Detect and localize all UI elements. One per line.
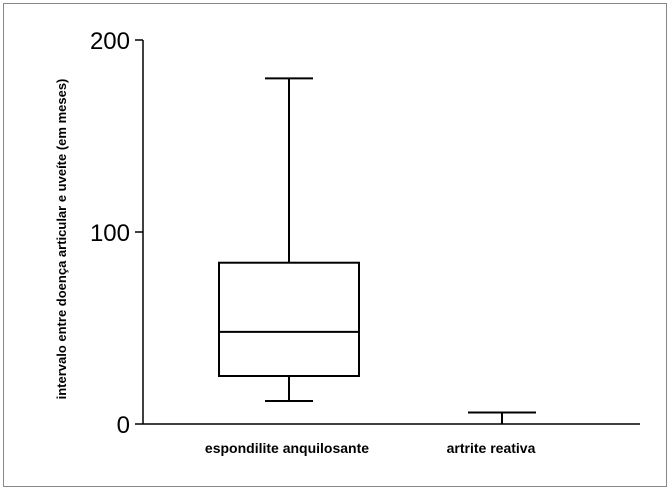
x-tick-labels: espondilite anquilosante artrite reativa: [205, 440, 536, 456]
x-tick-label-espondilite-anquilosante: espondilite anquilosante: [205, 440, 369, 456]
axes: [142, 40, 640, 425]
y-tick-label-200: 200: [90, 28, 130, 55]
y-tick-label-0: 0: [117, 412, 130, 439]
box-espondilite-anquilosante: [218, 77, 360, 402]
y-axis-title: intervalo entre doença articular e uveít…: [54, 79, 69, 400]
boxes: [218, 77, 536, 424]
y-tick-label-100: 100: [90, 220, 130, 247]
iqr-box: [218, 261, 360, 377]
figure-frame: [3, 3, 667, 487]
y-ticks: 0 100 200: [90, 28, 143, 439]
x-tick-label-artrite-reativa: artrite reativa: [447, 440, 536, 456]
box-artrite-reativa: [468, 411, 536, 424]
